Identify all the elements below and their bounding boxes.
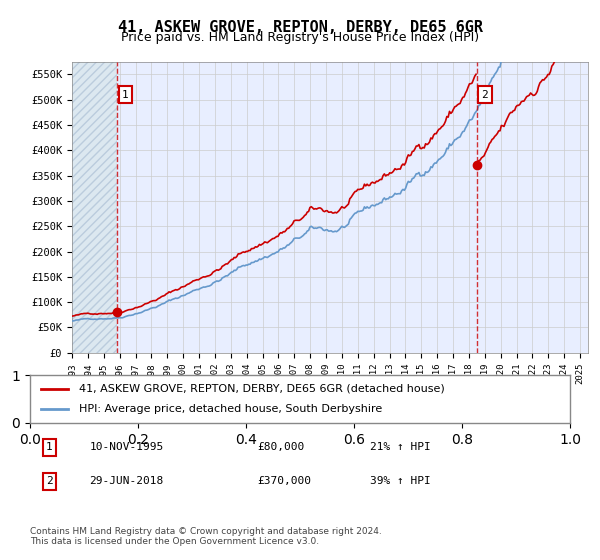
Text: £370,000: £370,000: [257, 477, 311, 486]
Text: £80,000: £80,000: [257, 442, 304, 452]
Text: 2: 2: [46, 477, 53, 486]
Polygon shape: [72, 62, 118, 353]
Text: 1: 1: [46, 442, 53, 452]
Text: 41, ASKEW GROVE, REPTON, DERBY, DE65 6GR (detached house): 41, ASKEW GROVE, REPTON, DERBY, DE65 6GR…: [79, 384, 445, 394]
Text: 41, ASKEW GROVE, REPTON, DERBY, DE65 6GR: 41, ASKEW GROVE, REPTON, DERBY, DE65 6GR: [118, 20, 482, 35]
Text: 29-JUN-2018: 29-JUN-2018: [89, 477, 164, 486]
Text: 21% ↑ HPI: 21% ↑ HPI: [370, 442, 431, 452]
Text: 39% ↑ HPI: 39% ↑ HPI: [370, 477, 431, 486]
Text: Contains HM Land Registry data © Crown copyright and database right 2024.
This d: Contains HM Land Registry data © Crown c…: [30, 526, 382, 546]
Text: 10-NOV-1995: 10-NOV-1995: [89, 442, 164, 452]
Text: Price paid vs. HM Land Registry's House Price Index (HPI): Price paid vs. HM Land Registry's House …: [121, 31, 479, 44]
Text: HPI: Average price, detached house, South Derbyshire: HPI: Average price, detached house, Sout…: [79, 404, 382, 414]
Text: 2: 2: [481, 90, 488, 100]
Text: 1: 1: [122, 90, 129, 100]
